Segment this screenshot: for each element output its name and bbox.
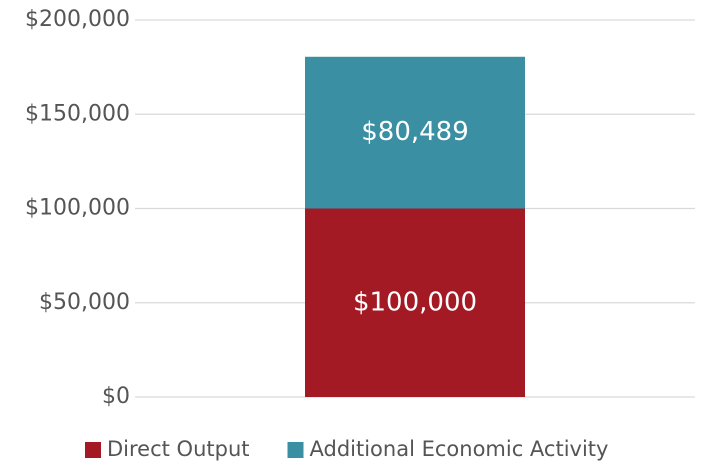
bar-segment: [305, 56, 525, 209]
y-tick-label: $150,000: [25, 101, 130, 126]
y-tick-label: $200,000: [25, 7, 130, 32]
legend-swatch: [287, 442, 304, 458]
y-tick-label: $100,000: [25, 196, 130, 221]
legend-label: Additional Economic Activity: [310, 437, 609, 461]
value-label: $100,000: [353, 287, 477, 317]
y-tick-label: $50,000: [39, 290, 130, 315]
legend-swatch: [85, 442, 101, 458]
value-label: $80,489: [361, 117, 469, 147]
legend-label: Direct Output: [107, 437, 250, 461]
y-tick-label: $0: [102, 384, 130, 409]
bar-segment: [305, 208, 525, 397]
